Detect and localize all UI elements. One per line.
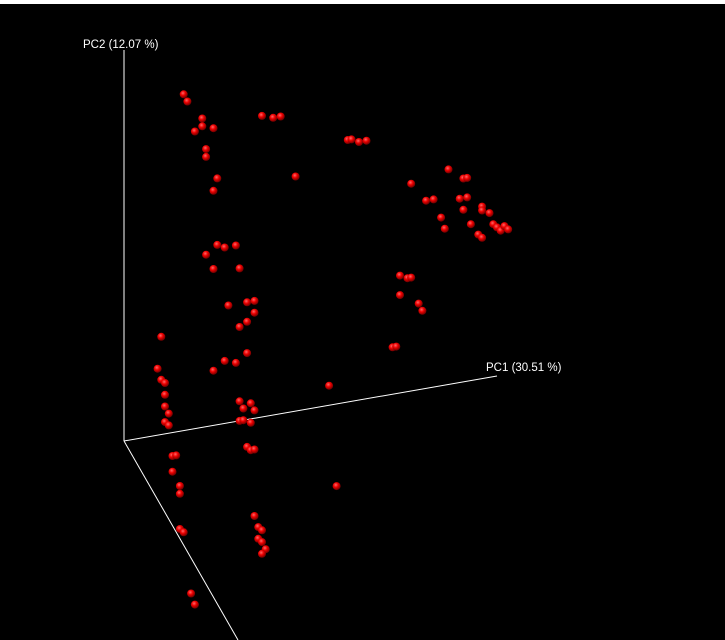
data-point	[485, 209, 494, 218]
data-point	[161, 390, 169, 399]
data-points	[153, 90, 513, 609]
data-point	[239, 416, 248, 425]
data-point	[231, 358, 240, 367]
data-point	[213, 240, 222, 249]
data-point	[168, 467, 177, 476]
data-point	[246, 399, 255, 408]
data-point	[243, 298, 252, 307]
data-point	[198, 122, 207, 131]
data-point	[235, 323, 244, 331]
data-point	[437, 213, 446, 222]
data-point	[463, 173, 472, 182]
data-point	[190, 600, 199, 609]
data-point	[504, 225, 513, 234]
data-point	[332, 482, 341, 491]
data-point	[347, 135, 356, 144]
pc3-axis-line	[123, 440, 239, 640]
data-point	[231, 241, 240, 250]
data-point	[258, 538, 266, 547]
data-point	[179, 528, 188, 537]
data-point	[183, 97, 192, 106]
data-point	[250, 308, 259, 317]
data-point	[463, 193, 472, 202]
data-point	[246, 418, 255, 427]
data-point	[243, 349, 252, 358]
data-point	[444, 165, 453, 174]
data-point	[407, 179, 416, 188]
data-point	[459, 205, 468, 214]
data-point	[258, 111, 266, 120]
data-point	[235, 264, 244, 273]
data-point	[422, 196, 431, 205]
data-point	[198, 114, 207, 123]
data-point	[250, 512, 259, 520]
data-point	[220, 356, 229, 365]
data-point	[478, 206, 487, 215]
data-point	[161, 402, 169, 411]
data-point	[355, 138, 363, 146]
data-point	[325, 381, 334, 390]
pc2-axis-label: PC2 (12.07 %)	[83, 39, 159, 51]
data-point	[258, 526, 266, 535]
plot-viewport[interactable]: PC2 (12.07 %) PC1 (30.51 %)	[0, 4, 725, 640]
data-point	[407, 273, 416, 282]
data-point	[362, 136, 371, 145]
data-point	[269, 113, 278, 122]
data-point	[250, 406, 259, 415]
data-point	[175, 482, 184, 490]
data-point	[202, 250, 211, 259]
pc1-axis-label: PC1 (30.51 %)	[486, 362, 562, 374]
data-point	[250, 296, 259, 305]
data-point	[161, 379, 169, 387]
data-point	[172, 451, 181, 460]
data-point	[209, 186, 218, 195]
data-point	[455, 194, 464, 203]
data-point	[164, 409, 173, 418]
data-point	[153, 364, 162, 373]
data-point	[235, 397, 244, 406]
data-point	[239, 404, 248, 413]
data-point	[175, 489, 184, 498]
data-point	[164, 421, 173, 430]
data-point	[418, 306, 427, 315]
data-point	[258, 549, 266, 558]
data-point	[202, 145, 211, 154]
pc1-axis-line	[123, 375, 498, 442]
data-point	[396, 291, 404, 300]
data-point	[187, 589, 196, 598]
data-point	[157, 332, 166, 341]
data-point	[243, 317, 252, 326]
data-point	[429, 195, 438, 204]
data-point	[440, 224, 449, 233]
data-point	[190, 127, 199, 136]
data-point	[202, 152, 211, 161]
data-point	[291, 172, 300, 181]
data-point	[478, 233, 487, 242]
pca-3d-scatter[interactable]	[0, 4, 725, 640]
data-point	[276, 112, 285, 121]
data-point	[209, 124, 218, 133]
data-point	[220, 243, 229, 252]
data-point	[179, 90, 188, 99]
data-point	[213, 174, 222, 183]
data-point	[396, 271, 404, 280]
data-point	[224, 301, 233, 310]
data-point	[250, 445, 259, 454]
data-point	[209, 366, 218, 375]
data-point	[414, 299, 423, 308]
data-point	[466, 220, 475, 229]
data-point	[209, 265, 218, 273]
data-point	[392, 342, 401, 351]
